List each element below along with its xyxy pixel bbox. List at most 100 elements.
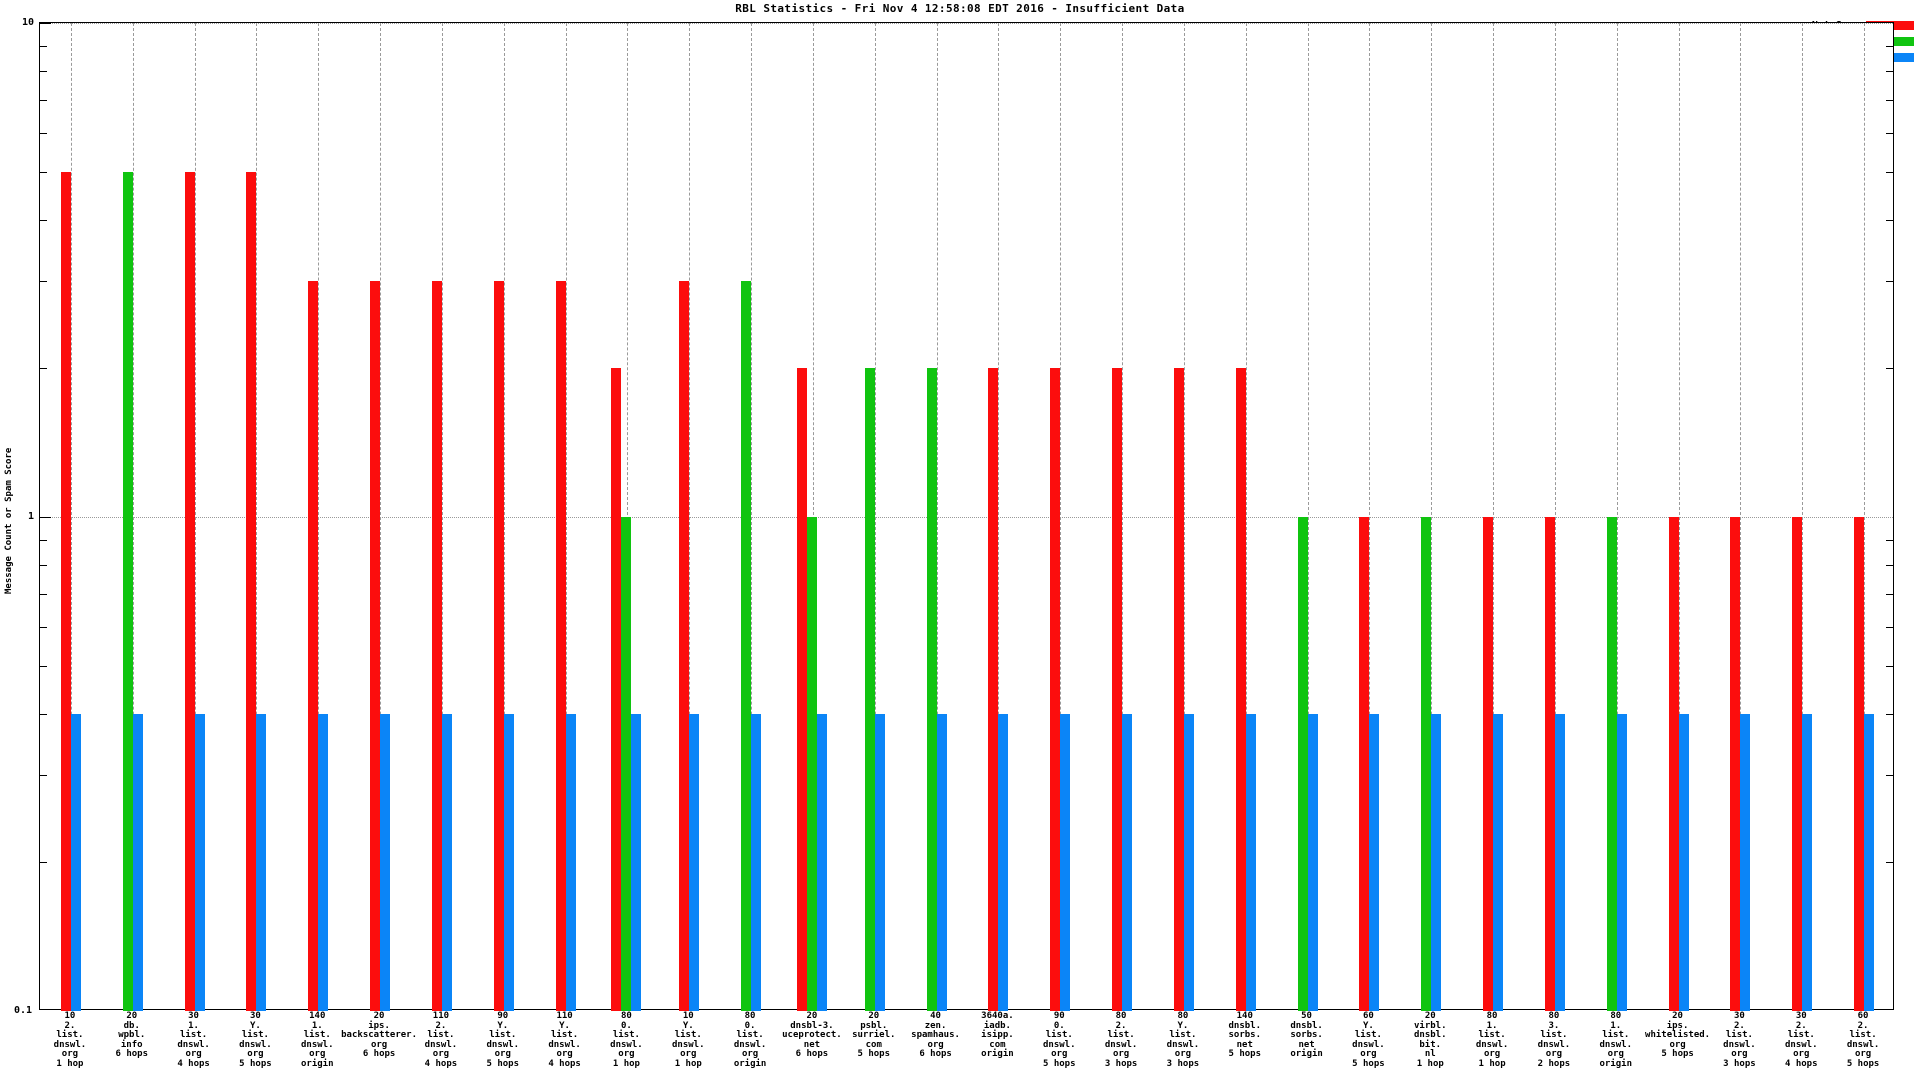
vertical-gridline [71,23,72,1009]
x-axis-label: 90 Y. list. dnswl. org 5 hops [486,1011,519,1069]
x-axis-label: 80 1. list. dnswl. org origin [1599,1011,1632,1069]
bar-score [1060,713,1070,1011]
bar-not-spam [611,368,621,1011]
y-axis-minor-tick [1886,171,1893,173]
bar-score [937,713,947,1011]
y-axis-minor-tick [40,593,47,595]
x-axis-label: 30 Y. list. dnswl. org 5 hops [239,1011,272,1069]
x-axis-label: 140 dnsbl. sorbs. net 5 hops [1228,1011,1261,1060]
y-tick-label-top: 10 [21,17,34,28]
bar-not-spam [988,368,998,1011]
bar-not-spam [185,171,195,1011]
bar-score [71,713,81,1011]
bar-spam [1607,517,1617,1011]
y-axis-minor-tick [1886,132,1893,134]
vertical-gridline [195,23,196,1009]
bar-not-spam [1730,517,1740,1011]
y-axis-minor-tick [40,564,47,566]
vertical-gridline [133,23,134,1009]
bar-score [1617,713,1627,1011]
y-axis-minor-tick [40,219,47,221]
y-axis-minor-tick [1886,775,1893,777]
bar-score [1740,713,1750,1011]
y-axis-minor-tick [40,626,47,628]
vertical-gridline [1308,23,1309,1009]
y-axis-minor-tick [1886,99,1893,101]
y-axis-minor-tick [40,862,47,864]
bar-spam [927,368,937,1011]
bar-score [442,713,452,1011]
y-axis-minor-tick [1886,70,1893,72]
y-axis-title: Message Count or Spam Score [4,447,14,594]
bar-score [1369,713,1379,1011]
bar-score [256,713,266,1011]
x-axis-label: 20 psbl. surriel. com 5 hops [852,1011,896,1060]
vertical-gridline [1802,23,1803,1009]
vertical-gridline [1493,23,1494,1009]
y-axis-minor-tick [1886,281,1893,283]
bar-not-spam [556,281,566,1011]
x-axis-labels: 10 2. list. dnswl. org 1 hop 20 db. wpbl.… [39,1011,1894,1080]
vertical-gridline [1184,23,1185,1009]
bar-spam [1421,517,1431,1011]
vertical-gridline [1246,23,1247,1009]
bar-score [1184,713,1194,1011]
vertical-gridline [380,23,381,1009]
y-axis-minor-tick [40,368,47,370]
bar-score [689,713,699,1011]
y-axis-major-tick [40,23,51,24]
bar-spam [1298,517,1308,1011]
gridlines [40,23,1893,1009]
bar-score [133,713,143,1011]
bar-score [1431,713,1441,1011]
bar-not-spam [1854,517,1864,1011]
vertical-gridline [813,23,814,1009]
bar-score [1493,713,1503,1011]
y-axis-minor-tick [40,713,47,715]
horizontal-gridline [40,517,1893,518]
bar-not-spam [308,281,318,1011]
bar-score [817,713,827,1011]
vertical-gridline [1679,23,1680,1009]
y-axis-minor-tick [1886,368,1893,370]
vertical-gridline [998,23,999,1009]
bar-not-spam [1112,368,1122,1011]
x-axis-label: 30 2. list. dnswl. org 3 hops [1723,1011,1756,1069]
bar-not-spam [246,171,256,1011]
y-axis-major-tick [40,517,51,518]
bar-not-spam [1236,368,1246,1011]
x-axis-label: 30 2. list. dnswl. org 4 hops [1784,1011,1818,1069]
vertical-gridline [1122,23,1123,1009]
bar-score [1308,713,1318,1011]
x-axis-label: 80 3. list. dnswl. org 2 hops [1537,1011,1571,1069]
x-axis-label: 90 0. list. dnswl. org 5 hops [1042,1011,1076,1069]
vertical-gridline [937,23,938,1009]
bar-not-spam [1359,517,1369,1011]
y-axis-minor-tick [40,70,47,72]
y-axis-minor-tick [1886,593,1893,595]
bar-spam [123,171,133,1011]
y-axis-minor-tick [1886,665,1893,667]
bar-not-spam [494,281,504,1011]
vertical-gridline [1864,23,1865,1009]
vertical-gridline [751,23,752,1009]
x-axis-label: 20 dnsbl-3. uceprotect. net 6 hops [782,1011,842,1060]
vertical-gridline [875,23,876,1009]
vertical-gridline [318,23,319,1009]
x-axis-label: 20 db. wpbl. info 6 hops [115,1011,148,1060]
vertical-gridline [689,23,690,1009]
bar-score [195,713,205,1011]
bar-not-spam [432,281,442,1011]
bar-not-spam [370,281,380,1011]
bar-spam [621,517,631,1011]
y-axis-minor-tick [40,539,47,541]
bar-not-spam [1792,517,1802,1011]
bar-not-spam [1483,517,1493,1011]
x-axis-label: 60 2. list. dnswl. org 5 hops [1846,1011,1880,1069]
bar-not-spam [1669,517,1679,1011]
x-axis-label: 40 zen. spamhaus. org 6 hops [911,1011,960,1060]
bar-not-spam [61,171,71,1011]
bar-score [875,713,885,1011]
y-axis-minor-tick [1886,564,1893,566]
vertical-gridline [1740,23,1741,1009]
